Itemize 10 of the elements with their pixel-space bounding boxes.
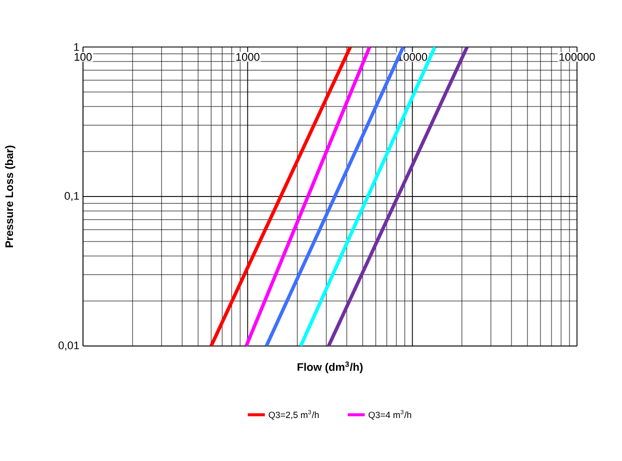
y-tick-label: 0,01 bbox=[58, 341, 79, 351]
legend-label: Q3=4 m$^{3}$/h bbox=[368, 410, 412, 420]
y-tick-label: 0,1 bbox=[64, 192, 79, 202]
x-tick-label: 100 bbox=[74, 53, 92, 61]
y-tick-label: 1 bbox=[74, 43, 79, 51]
legend-label: Q3=2,5 m$^{3}$/h bbox=[268, 410, 319, 420]
x-axis-title: Flow (dm$^{3}$/h) bbox=[298, 361, 363, 374]
x-tick-label: 100000 bbox=[560, 53, 595, 61]
x-tick-label: 1000 bbox=[236, 53, 260, 61]
y-axis-title: Pressure Loss (bar) bbox=[5, 146, 16, 248]
